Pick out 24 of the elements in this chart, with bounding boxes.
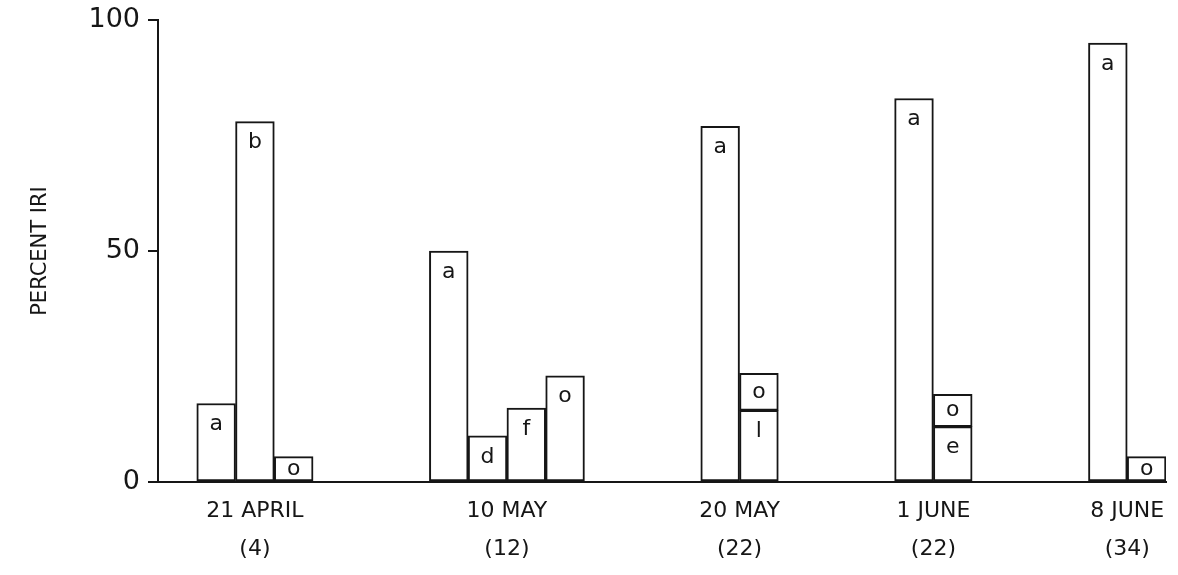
y-tick-label: 0 <box>122 464 140 496</box>
series-label: b <box>247 128 262 154</box>
x-tick-label: 21 APRIL (4) <box>206 496 305 561</box>
x-tick-label: 8 JUNE (34) <box>1090 496 1165 561</box>
series-label: o <box>286 454 301 480</box>
x-tick-label: 10 MAY (12) <box>466 496 548 561</box>
y-tick-label: 50 <box>105 233 140 265</box>
text: a <box>209 410 223 436</box>
text: o <box>946 396 960 422</box>
x-tick-label: 1 JUNE (22) <box>896 496 971 561</box>
x-tick-label: 20 MAY (22) <box>699 496 781 561</box>
text: a <box>907 105 921 131</box>
series-label: f <box>522 414 532 440</box>
y-axis-title: PERCENT IRI <box>27 186 52 316</box>
text: o <box>752 377 766 403</box>
text: a <box>442 257 456 283</box>
y-tick-label: 100 <box>88 2 140 34</box>
text: a <box>1101 49 1115 75</box>
text: o <box>558 382 572 408</box>
series-label: d <box>480 442 495 468</box>
series-label: a <box>713 132 727 158</box>
text: o <box>1139 454 1154 480</box>
series-label: e <box>946 433 960 459</box>
series-label: l <box>755 417 762 443</box>
